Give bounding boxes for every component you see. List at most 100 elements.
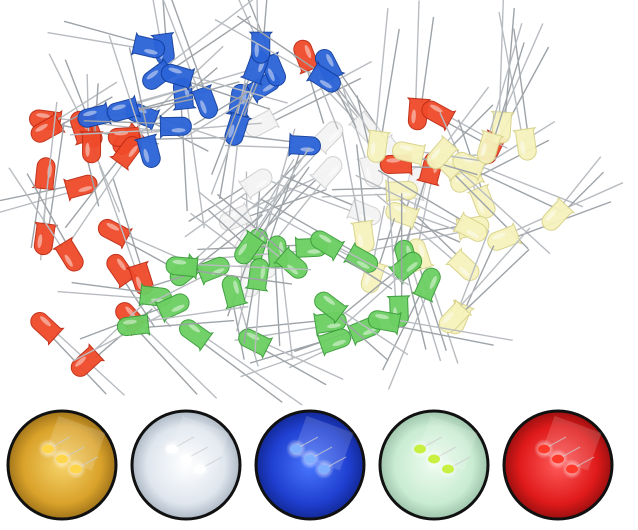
led-lead <box>280 174 357 208</box>
led-lead <box>188 74 288 104</box>
led-lead <box>245 320 320 329</box>
led-lead <box>200 341 283 403</box>
led-lead <box>134 81 240 112</box>
led-body <box>445 247 480 281</box>
swatch-led <box>290 444 302 454</box>
led <box>490 0 515 144</box>
led-lead <box>262 348 327 386</box>
led-lead <box>339 309 409 356</box>
led-highlight <box>429 276 437 289</box>
led <box>541 156 604 231</box>
led-lead <box>224 144 294 149</box>
led-lead <box>236 15 319 72</box>
swatch-led <box>304 454 316 464</box>
led-lead <box>269 180 324 248</box>
led-lead <box>266 176 320 228</box>
led-lead <box>400 193 403 301</box>
swatch-led <box>56 454 68 464</box>
led-highlight <box>287 264 299 275</box>
led <box>179 319 303 406</box>
led-highlight <box>40 316 51 327</box>
swatch-led <box>552 454 564 464</box>
led-lead <box>144 319 235 329</box>
led-highlight <box>260 265 266 280</box>
led-body <box>218 201 254 231</box>
led-lead <box>513 28 529 133</box>
led-lead <box>192 269 293 285</box>
led-lead <box>498 0 505 117</box>
led <box>160 63 288 110</box>
led <box>367 310 513 346</box>
led-lead <box>232 302 245 360</box>
led-highlight <box>418 243 425 258</box>
led-highlight <box>64 254 73 267</box>
led-body <box>288 132 321 157</box>
led <box>234 147 310 265</box>
swatch <box>502 409 614 521</box>
led <box>57 281 172 307</box>
led-lead <box>394 325 494 346</box>
led-highlight <box>430 104 443 113</box>
led-highlight <box>171 128 186 133</box>
led-lead <box>235 134 294 143</box>
led-highlight <box>411 109 416 124</box>
led-lead <box>250 158 295 232</box>
led-highlight <box>35 123 48 132</box>
led-lead <box>331 187 391 191</box>
led-lead <box>0 191 72 221</box>
led-lead <box>337 274 402 332</box>
led-lead <box>415 0 420 103</box>
led-highlight <box>370 141 376 156</box>
led-body <box>421 100 457 132</box>
led-body <box>194 256 230 286</box>
led-lead <box>57 290 145 299</box>
color-swatches <box>6 409 614 521</box>
led-highlight <box>397 192 412 197</box>
led-highlight <box>458 266 470 277</box>
led-body <box>165 255 199 281</box>
led-highlight <box>171 304 185 312</box>
led-body <box>305 60 341 93</box>
led-lead <box>184 189 251 238</box>
led-highlight <box>188 323 200 333</box>
led-lead <box>268 60 372 118</box>
led-highlight <box>128 145 138 158</box>
led-body <box>97 218 133 250</box>
led <box>30 312 125 396</box>
led-lead <box>69 128 165 136</box>
led-highlight <box>267 68 275 82</box>
led-body <box>116 311 151 337</box>
led <box>310 230 410 290</box>
led-lead <box>355 144 367 226</box>
led-highlight <box>323 295 335 305</box>
swatch-led <box>318 464 330 474</box>
swatch-led <box>42 444 54 454</box>
led-lead <box>333 251 393 290</box>
led-lead <box>112 178 143 268</box>
led-highlight <box>406 262 418 272</box>
led-body <box>273 245 308 279</box>
led-lead <box>47 31 138 49</box>
led-lead <box>123 279 155 327</box>
led-highlight <box>545 210 556 221</box>
led-body <box>30 111 66 143</box>
led <box>108 35 161 168</box>
led-lead <box>334 72 371 133</box>
led-lead <box>157 0 167 38</box>
led-highlight <box>393 206 407 213</box>
led-lead <box>254 285 261 356</box>
led <box>224 52 265 146</box>
led-lead <box>380 28 400 136</box>
led-body <box>133 133 161 168</box>
led-lead <box>464 245 495 310</box>
led <box>366 8 400 163</box>
led-highlight <box>144 49 158 55</box>
led-lead <box>108 35 145 143</box>
led-lead <box>240 346 326 378</box>
led-highlight <box>443 312 454 324</box>
led-highlight <box>477 200 485 214</box>
led-lead <box>71 281 145 293</box>
led-lead <box>143 305 249 323</box>
led-lead <box>456 167 551 255</box>
